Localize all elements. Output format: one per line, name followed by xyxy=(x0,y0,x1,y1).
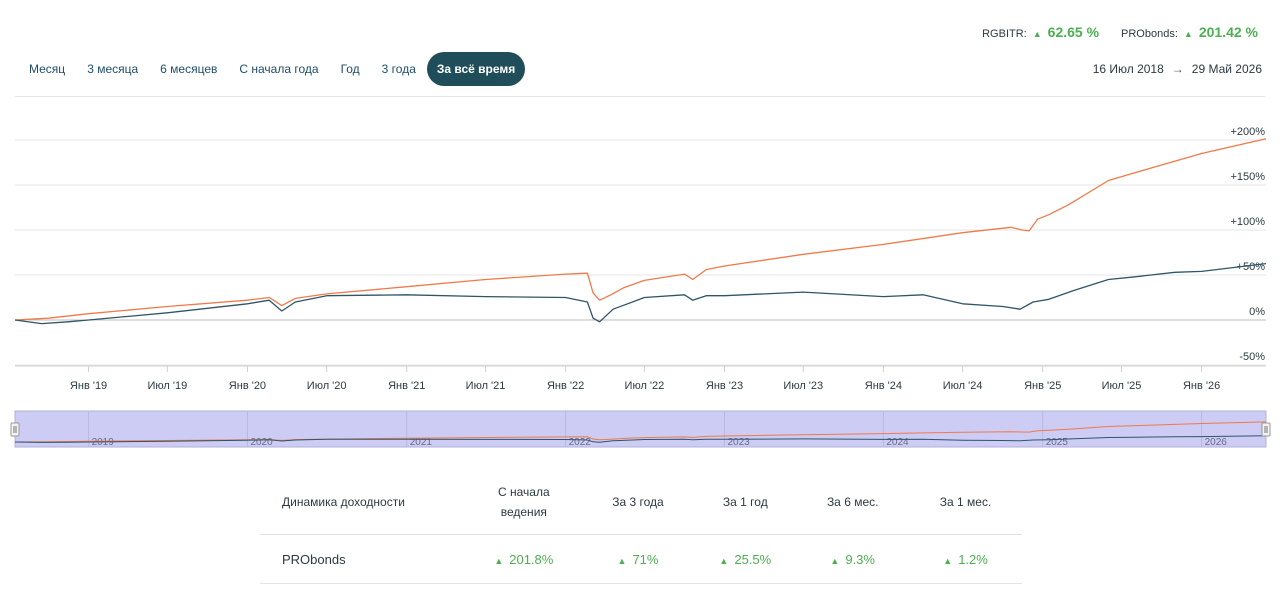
y-tick-label: +150% xyxy=(1230,171,1265,183)
header-1-year: За 1 год xyxy=(694,470,797,535)
header-1-month: За 1 мес. xyxy=(909,470,1022,535)
date-range: 16 Июл 2018 → 29 Май 2026 xyxy=(1093,62,1262,76)
cell-6-months: ▲ 9.3% xyxy=(796,534,910,584)
legend-label: PRObonds: xyxy=(1121,28,1178,40)
range-button-ytd[interactable]: С начала года xyxy=(239,62,319,76)
x-tick-label: Янв '20 xyxy=(229,380,266,392)
cell-since-inception: ▲ 201.8% xyxy=(466,534,582,584)
up-arrow-icon: ▲ xyxy=(1183,29,1193,39)
legend-value: 62.65 % xyxy=(1047,24,1100,40)
legend: RGBITR: ▲ 62.65 % PRObonds: ▲ 201.42 % xyxy=(982,24,1258,40)
up-arrow-icon: ▲ xyxy=(1032,29,1042,39)
x-tick-label: Янв '26 xyxy=(1183,380,1220,392)
navigator-selection[interactable] xyxy=(14,410,1267,448)
navigator-year-label: 2022 xyxy=(569,437,592,448)
navigator-year-label: 2024 xyxy=(886,437,909,448)
series-line-probonds xyxy=(14,138,1267,321)
performance-table: Динамика доходности С начала ведения За … xyxy=(260,470,1022,584)
navigator-series xyxy=(14,421,1267,443)
divider xyxy=(15,96,1265,97)
cell-1-year: ▲ 25.5% xyxy=(694,534,797,584)
x-tick-label: Июл '22 xyxy=(625,380,665,392)
header-6-months: За 6 мес. xyxy=(796,470,910,535)
series-line-rgbitr xyxy=(14,262,1267,325)
up-arrow-icon: ▲ xyxy=(830,555,840,566)
chart-grid xyxy=(15,139,1266,367)
date-to[interactable]: 29 Май 2026 xyxy=(1191,62,1262,76)
chart-series xyxy=(14,138,1267,325)
chart-navigator[interactable]: 2019 2020 2021 2022 2023 2024 2025 2026 xyxy=(0,408,1280,450)
x-tick-label: Июл '24 xyxy=(943,380,983,392)
navigator-grid: 2019 2020 2021 2022 2023 2024 2025 2026 xyxy=(88,411,1228,448)
legend-label: RGBITR: xyxy=(982,28,1027,40)
cell-3-years: ▲ 71% xyxy=(581,534,695,584)
table-header-row: Динамика доходности С начала ведения За … xyxy=(260,470,1022,535)
x-tick-label: Янв '19 xyxy=(70,380,107,392)
up-arrow-icon: ▲ xyxy=(943,555,953,566)
y-tick-label: +100% xyxy=(1230,216,1265,228)
x-tick-label: Июл '21 xyxy=(466,380,506,392)
cell-1-month: ▲ 1.2% xyxy=(909,534,1022,584)
navigator-year-label: 2019 xyxy=(92,437,115,448)
y-axis-labels: +200%+150%+100%+50%0%-50% xyxy=(1230,126,1265,363)
x-tick-label: Июл '19 xyxy=(147,380,187,392)
x-tick-label: Июл '25 xyxy=(1102,380,1142,392)
date-from[interactable]: 16 Июл 2018 xyxy=(1092,62,1164,76)
up-arrow-icon: ▲ xyxy=(617,555,627,566)
navigator-line-rgbitr xyxy=(14,435,1267,443)
navigator-handle-right[interactable] xyxy=(1261,422,1271,437)
range-button-month[interactable]: Месяц xyxy=(29,62,66,76)
y-tick-label: 0% xyxy=(1249,306,1265,318)
row-name: PRObonds xyxy=(260,534,466,584)
header-3-years: За 3 года xyxy=(581,470,695,535)
x-tick-label: Июл '23 xyxy=(783,380,823,392)
range-selector: Месяц 3 месяца 6 месяцев С начала года Г… xyxy=(18,52,526,86)
range-button-all-time[interactable]: За всё время xyxy=(426,52,526,86)
header-dynamics: Динамика доходности xyxy=(260,470,466,535)
navigator-handle-left[interactable] xyxy=(10,422,20,437)
navigator-year-label: 2023 xyxy=(728,437,751,448)
x-tick-label: Янв '24 xyxy=(865,380,902,392)
navigator-year-label: 2026 xyxy=(1205,437,1228,448)
x-axis-labels: Янв '19 Июл '19 Янв '20 Июл '20 Янв '21 Июл '… xyxy=(70,366,1220,392)
performance-chart: +200%+150%+100%+50%0%-50% Янв '19 Июл '19… xyxy=(14,126,1267,392)
legend-item-probonds: PRObonds: ▲ 201.42 % xyxy=(1121,24,1258,40)
navigator-year-label: 2020 xyxy=(250,437,273,448)
up-arrow-icon: ▲ xyxy=(494,555,504,566)
range-button-6-months[interactable]: 6 месяцев xyxy=(160,62,218,76)
x-tick-label: Янв '25 xyxy=(1024,380,1061,392)
x-tick-label: Янв '22 xyxy=(547,380,584,392)
table-row: PRObonds ▲ 201.8% ▲ 71% ▲ 25.5% ▲ 9.3% ▲ 1.2% xyxy=(260,534,1022,584)
range-button-3-months[interactable]: 3 месяца xyxy=(87,62,139,76)
legend-value: 201.42 % xyxy=(1198,24,1258,40)
y-tick-label: -50% xyxy=(1239,351,1265,363)
navigator-year-label: 2021 xyxy=(410,437,433,448)
range-button-3-years[interactable]: 3 года xyxy=(381,62,416,76)
x-tick-label: Янв '23 xyxy=(706,380,743,392)
navigator-year-label: 2025 xyxy=(1046,437,1069,448)
x-tick-label: Июл '20 xyxy=(307,380,347,392)
y-tick-label: +200% xyxy=(1230,126,1265,138)
header-since-inception: С начала ведения xyxy=(466,470,582,535)
x-tick-label: Янв '21 xyxy=(388,380,425,392)
legend-item-rgbitr: RGBITR: ▲ 62.65 % xyxy=(982,24,1099,40)
range-button-year[interactable]: Год xyxy=(340,62,360,76)
arrow-right-icon: → xyxy=(1171,62,1184,76)
up-arrow-icon: ▲ xyxy=(719,555,729,566)
